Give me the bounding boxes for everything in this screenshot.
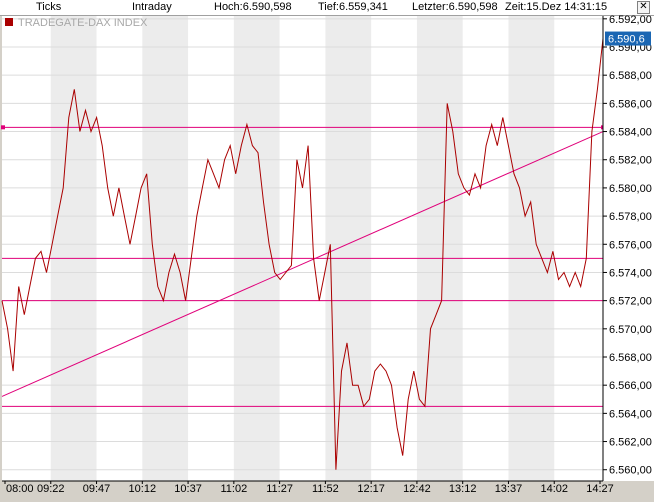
time-band: [233, 16, 280, 481]
last-value-label: 6.590,6: [608, 34, 645, 46]
x-tick-label: 09:47: [83, 483, 111, 495]
y-tick-label: 6.566,00: [609, 380, 652, 392]
header-bar: Ticks Intraday Hoch:6.590,598 Tief:6.559…: [0, 0, 654, 16]
x-tick-label: 10:37: [174, 483, 202, 495]
y-tick-label: 6.584,00: [609, 127, 652, 139]
high-value: Hoch:6.590,598: [214, 1, 292, 13]
trendline[interactable]: [1, 131, 604, 397]
mode-ticks-button[interactable]: Ticks: [36, 1, 62, 13]
last-value-marker: [605, 31, 651, 46]
y-tick-label: 6.562,00: [609, 437, 652, 449]
x-axis-panel: [0, 481, 654, 499]
x-tick-label: 14:27: [586, 483, 614, 495]
y-tick-label: 6.572,00: [609, 296, 652, 308]
y-tick-label: 6.580,00: [609, 183, 652, 195]
y-tick-label: 6.592,00: [609, 15, 652, 26]
price-series-line: [1, 38, 604, 470]
x-tick-label: 11:52: [312, 483, 339, 495]
x-tick-label: 13:12: [449, 483, 477, 495]
close-icon[interactable]: ✕: [637, 1, 650, 14]
y-tick-label: 6.568,00: [609, 352, 652, 364]
time-band: [416, 16, 463, 481]
y-tick-label: 6.578,00: [609, 211, 652, 223]
y-tick-label: 6.586,00: [609, 98, 652, 110]
mode-intraday-button[interactable]: Intraday: [132, 1, 172, 13]
time-band: [142, 16, 189, 481]
y-tick-label: 6.564,00: [609, 408, 652, 420]
y-tick-label: 6.588,00: [609, 70, 652, 82]
x-tick-label: 12:42: [403, 483, 431, 495]
series-legend-swatch: [5, 18, 13, 26]
time-band: [325, 16, 372, 481]
low-value: Tief:6.559,341: [318, 1, 388, 13]
last-value: Letzter:6.590,598: [412, 1, 498, 13]
x-tick-label: 13:37: [495, 483, 523, 495]
x-tick-label: 11:27: [266, 483, 293, 495]
time-band: [508, 16, 555, 481]
price-chart: 6.592,006.590,006.588,006.586,006.584,00…: [0, 14, 654, 499]
chart-area: 6.592,00 6.590,00 6.588,00 6.586,00 6.584,00…: [0, 14, 654, 499]
x-tick-label: 08:00: [6, 483, 34, 495]
y-tick-label: 6.570,00: [609, 324, 652, 336]
x-tick-label: 11:02: [220, 483, 247, 495]
reference-line-handle[interactable]: [1, 125, 5, 130]
y-tick-label: 6.582,00: [609, 155, 652, 167]
x-tick-label: 12:17: [357, 483, 385, 495]
x-tick-label: 09:22: [37, 483, 65, 495]
y-tick-label: 6.576,00: [609, 239, 652, 251]
y-tick-label: 6.574,00: [609, 267, 652, 279]
x-tick-label: 14:02: [540, 483, 568, 495]
y-axis-panel: [603, 16, 654, 481]
time-band: [50, 16, 97, 481]
time-value: Zeit:15.Dez 14:31:15: [505, 1, 608, 13]
y-tick-label: 6.560,00: [609, 465, 652, 477]
chart-title: TRADEGATE-DAX INDEX: [18, 17, 148, 29]
plot-background: [2, 16, 603, 481]
x-tick-label: 10:12: [129, 483, 157, 495]
